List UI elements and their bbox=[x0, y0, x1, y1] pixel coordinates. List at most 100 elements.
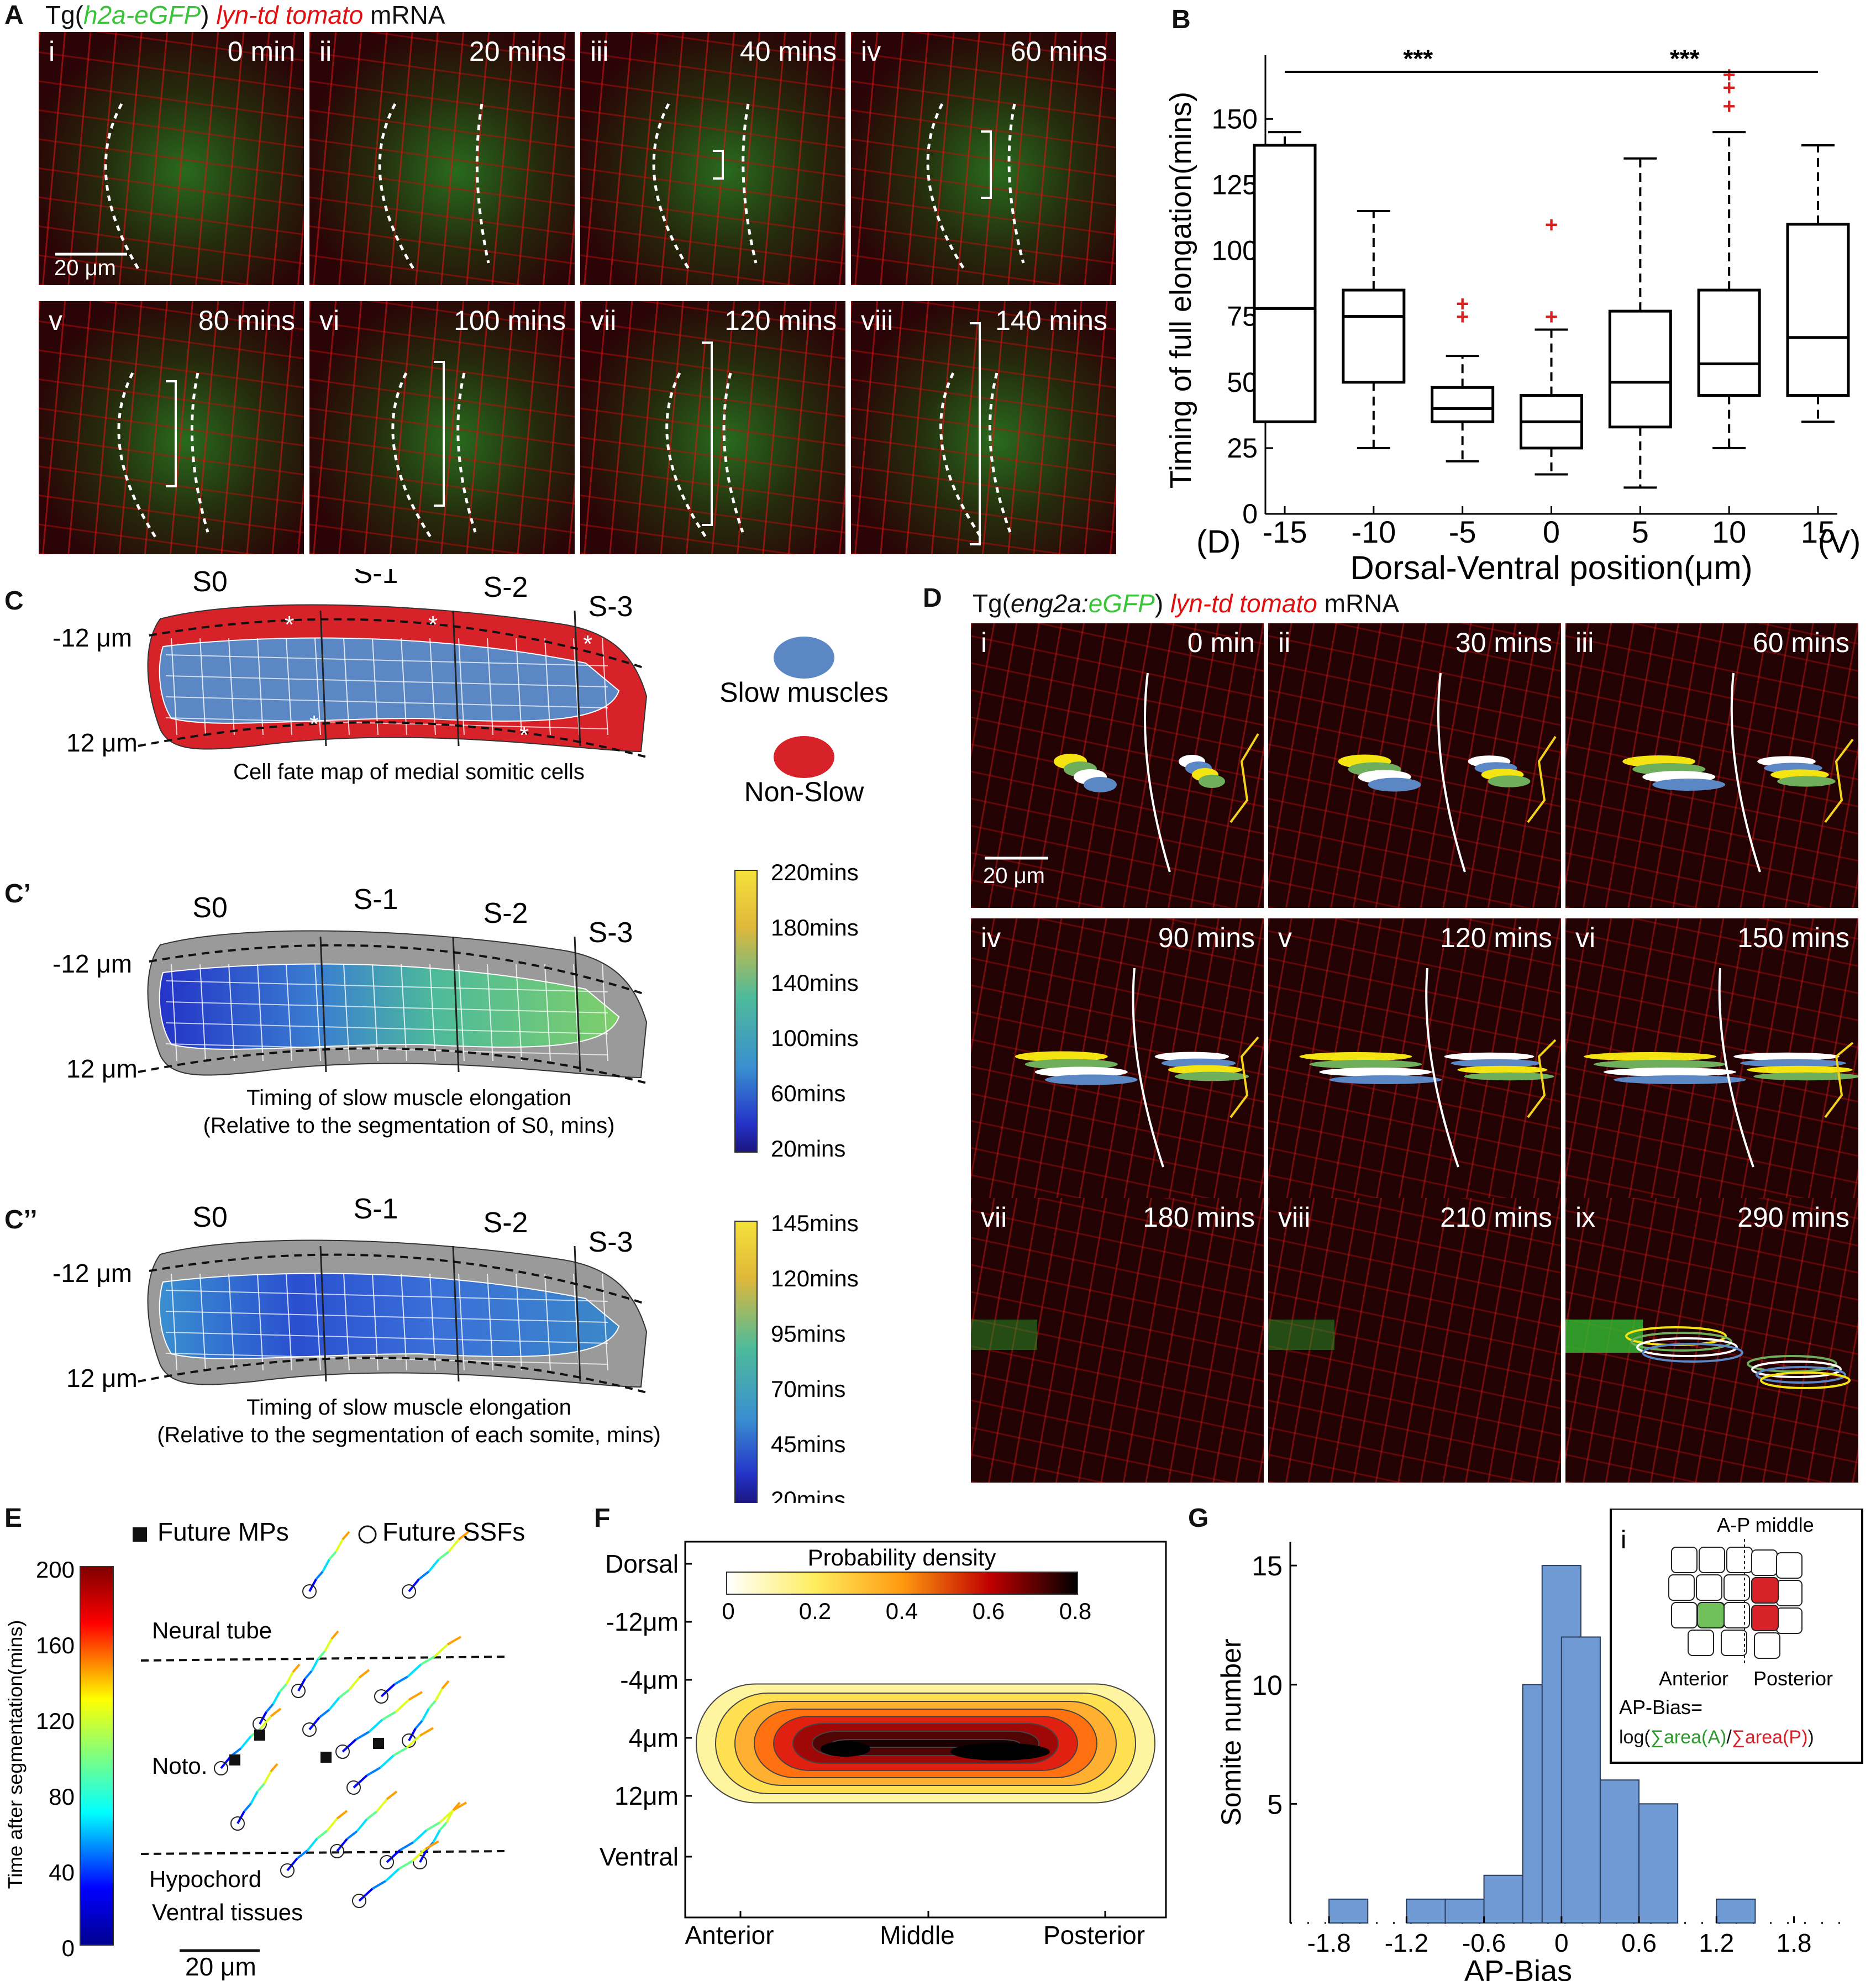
ssf-marker bbox=[380, 1855, 394, 1869]
box bbox=[1342, 288, 1406, 384]
somite-label: S-2 bbox=[484, 897, 528, 929]
tracked-cell bbox=[1084, 777, 1117, 792]
cell-trajectory bbox=[355, 1731, 370, 1741]
boundary-overlay bbox=[652, 103, 758, 270]
cell-boundary bbox=[171, 964, 177, 1062]
inset-cell bbox=[1776, 1552, 1803, 1579]
x-tick-label: 0 bbox=[1554, 1929, 1569, 1957]
cell-trajectory bbox=[446, 1636, 462, 1646]
cell-boundary bbox=[314, 1273, 321, 1371]
boundary-dashed-line bbox=[104, 103, 140, 270]
tracked-cell bbox=[1015, 1051, 1108, 1062]
colorbar-tick-label: 70mins bbox=[771, 1376, 845, 1402]
histogram-bar bbox=[1328, 1898, 1369, 1924]
depth-label-bottom: 12 μm bbox=[66, 1364, 138, 1393]
caption-line: (Relative to the segmentation of S0, min… bbox=[203, 1113, 615, 1138]
cell-boundary bbox=[286, 964, 292, 1062]
tracked-cell bbox=[1034, 1066, 1128, 1078]
cell-boundary bbox=[343, 964, 350, 1062]
egfp-signal bbox=[1565, 1320, 1643, 1353]
ssf-marker bbox=[302, 1722, 317, 1737]
cell-trajectory bbox=[406, 1735, 421, 1749]
frame-index: iv bbox=[981, 922, 1001, 953]
frame-index: iv bbox=[861, 36, 881, 67]
cell-boundary bbox=[458, 964, 465, 1062]
panel-label-e: E bbox=[4, 1504, 23, 1533]
y-tick-label: 10 bbox=[1252, 1670, 1283, 1701]
x-axis-title: Dorsal-Ventral position(μm) bbox=[1350, 549, 1752, 586]
boundary-dashed-line bbox=[742, 103, 758, 264]
box bbox=[1431, 386, 1495, 423]
tracked-cell bbox=[1652, 779, 1726, 791]
inset-index: i bbox=[1621, 1525, 1626, 1554]
colorbar bbox=[734, 870, 758, 1153]
y-tick-label: 0 bbox=[1242, 498, 1258, 529]
tracked-cell bbox=[1299, 1052, 1412, 1061]
y-tick-label: 4μm bbox=[629, 1723, 679, 1752]
tracked-cell bbox=[1309, 1060, 1422, 1069]
cell-trajectory bbox=[265, 1703, 274, 1713]
title-prefix: Tg( bbox=[45, 1, 83, 29]
significance-label: *** bbox=[1403, 44, 1433, 73]
frame-time: 290 mins bbox=[1737, 1202, 1849, 1233]
ssf-marker bbox=[346, 1780, 361, 1795]
x-tick-label: -1.8 bbox=[1307, 1929, 1350, 1957]
segment-boundary-line bbox=[1144, 672, 1171, 873]
colorbar-tick-label: 160 bbox=[36, 1632, 75, 1658]
boundary-dashed-line bbox=[391, 372, 433, 539]
boundary-overlay bbox=[391, 361, 477, 539]
frame-time: 90 mins bbox=[1158, 922, 1255, 953]
inset-cell bbox=[1776, 1607, 1803, 1634]
region-divider bbox=[140, 1850, 509, 1855]
cell-trajectory bbox=[285, 1672, 294, 1685]
frame-index: ii bbox=[319, 36, 332, 67]
panel-c-fate-maps: S0 S-1 S-2 S-3 -12 μm 12 μm * * * * * Cell fate map… bbox=[52, 569, 889, 1503]
density-peak bbox=[950, 1743, 1050, 1761]
cell-trajectory bbox=[328, 1551, 337, 1560]
microscopy-frame: vii 120 mins bbox=[580, 301, 845, 554]
histogram-bar bbox=[1444, 1898, 1485, 1924]
segment-boundary-line bbox=[1824, 738, 1854, 823]
frame-time: 210 mins bbox=[1440, 1202, 1552, 1233]
depth-label-top: -12 μm bbox=[52, 623, 132, 652]
panel-label-a: A bbox=[4, 1, 24, 30]
depth-label-bottom: 12 μm bbox=[66, 1054, 138, 1083]
somite-label: S0 bbox=[192, 892, 228, 924]
x-axis-title: AP-Bias bbox=[1464, 1954, 1572, 1981]
cell-trajectory bbox=[386, 1790, 398, 1800]
microscopy-frame: viii 210 mins bbox=[1268, 1198, 1561, 1483]
cell-boundary bbox=[165, 1043, 608, 1055]
cell-tracking-overlay bbox=[1299, 968, 1557, 1168]
outlier-marker: + bbox=[1722, 76, 1735, 100]
outlier-marker: + bbox=[1545, 305, 1558, 329]
cell-tracking-overlay bbox=[1015, 968, 1259, 1168]
depth-label-bottom: 12 μm bbox=[66, 728, 138, 757]
frame-index: i bbox=[981, 627, 987, 658]
outlier-marker: + bbox=[1456, 292, 1469, 316]
x-tick-label: Posterior bbox=[1043, 1921, 1145, 1950]
scale-bar-label: 20 μm bbox=[983, 864, 1045, 888]
frame-time: 100 mins bbox=[454, 305, 566, 336]
cell-trajectory bbox=[419, 1727, 434, 1737]
x-tick-label: 0 bbox=[1543, 514, 1560, 549]
cell-trajectory bbox=[439, 1821, 448, 1831]
legend-slow-label: Slow muscles bbox=[719, 677, 889, 708]
cell-trajectory bbox=[448, 1538, 460, 1553]
segment-boundary-line bbox=[1437, 672, 1466, 873]
x-tick-label: 1.2 bbox=[1699, 1929, 1734, 1957]
cell-trajectory bbox=[311, 1658, 319, 1672]
boundary-dashed-line bbox=[117, 372, 157, 539]
y-axis-title: Somite number bbox=[1216, 1638, 1247, 1826]
cell-trajectory bbox=[418, 1570, 430, 1580]
inset-cell bbox=[1723, 1574, 1750, 1601]
somite-boundary bbox=[452, 936, 460, 1073]
cell-trajectory bbox=[292, 1663, 301, 1673]
cell-trajectory bbox=[366, 1767, 381, 1777]
frame-time: 60 mins bbox=[1010, 36, 1107, 67]
microscopy-frame: v 120 mins bbox=[1268, 918, 1561, 1203]
segment-boundary-line bbox=[1730, 672, 1761, 873]
histogram-bar bbox=[1599, 1779, 1640, 1924]
ssf-marker bbox=[374, 1689, 388, 1704]
somite-label: S0 bbox=[192, 1201, 228, 1233]
legend-ssf-label: Future SSFs bbox=[382, 1517, 525, 1546]
